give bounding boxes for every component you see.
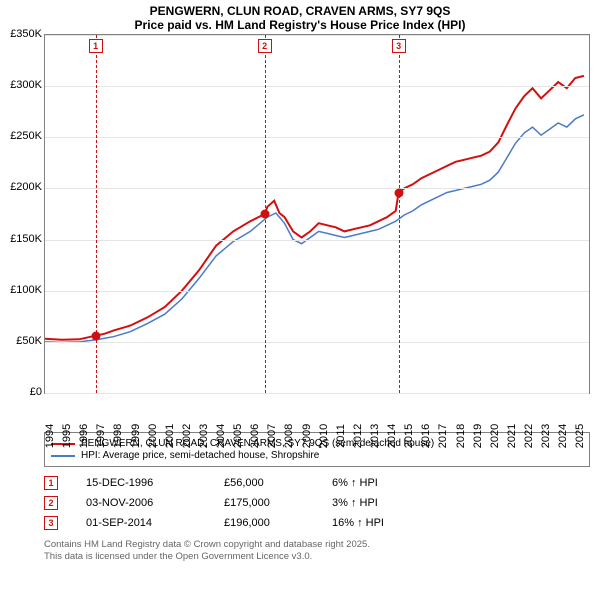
xtick-label: 2014 <box>386 424 398 448</box>
sale-marker-box: 1 <box>89 39 103 53</box>
legend-label-2: HPI: Average price, semi-detached house,… <box>81 450 319 461</box>
ytick-label: £250K <box>2 130 42 142</box>
chart-title: PENGWERN, CLUN ROAD, CRAVEN ARMS, SY7 9Q… <box>0 0 600 34</box>
xtick-label: 2020 <box>489 424 501 448</box>
sales-row: 2 03-NOV-2006 £175,000 3% ↑ HPI <box>44 493 590 513</box>
gridline-h <box>45 137 589 138</box>
xtick-label: 2022 <box>523 424 535 448</box>
xtick-label: 2015 <box>403 424 415 448</box>
sales-row: 3 01-SEP-2014 £196,000 16% ↑ HPI <box>44 513 590 533</box>
sales-date: 15-DEC-1996 <box>86 477 196 489</box>
xtick-label: 2008 <box>283 424 295 448</box>
sale-marker-box: 3 <box>392 39 406 53</box>
xtick-label: 1998 <box>112 424 124 448</box>
sales-delta: 3% ↑ HPI <box>332 497 422 509</box>
ytick-label: £0 <box>2 386 42 398</box>
gridline-h <box>45 291 589 292</box>
xtick-label: 2013 <box>369 424 381 448</box>
xtick-label: 2006 <box>249 424 261 448</box>
sale-marker-box: 2 <box>258 39 272 53</box>
gridline-h <box>45 240 589 241</box>
xtick-label: 2012 <box>352 424 364 448</box>
sales-delta: 16% ↑ HPI <box>332 517 422 529</box>
title-line-1: PENGWERN, CLUN ROAD, CRAVEN ARMS, SY7 9Q… <box>0 4 600 18</box>
xtick-label: 2000 <box>147 424 159 448</box>
xtick-label: 1999 <box>130 424 142 448</box>
sale-vline <box>399 35 400 393</box>
sales-date: 03-NOV-2006 <box>86 497 196 509</box>
xtick-label: 2023 <box>540 424 552 448</box>
sale-dot <box>260 210 269 219</box>
xtick-label: 2016 <box>420 424 432 448</box>
xtick-label: 2005 <box>232 424 244 448</box>
xtick-label: 2001 <box>164 424 176 448</box>
gridline-h <box>45 342 589 343</box>
gridline-h <box>45 188 589 189</box>
legend-swatch-2 <box>51 455 75 457</box>
gridline-h <box>45 35 589 36</box>
chart-plot-area: 1 2 3 <box>44 34 590 394</box>
sale-dot <box>394 188 403 197</box>
xtick-label: 2019 <box>472 424 484 448</box>
sales-date: 01-SEP-2014 <box>86 517 196 529</box>
ytick-label: £300K <box>2 79 42 91</box>
legend-item-hpi: HPI: Average price, semi-detached house,… <box>51 450 583 461</box>
sales-price: £196,000 <box>224 517 304 529</box>
footer-line-1: Contains HM Land Registry data © Crown c… <box>44 539 590 551</box>
xtick-label: 2025 <box>574 424 586 448</box>
ytick-label: £200K <box>2 181 42 193</box>
sale-dot <box>91 331 100 340</box>
xtick-label: 2003 <box>198 424 210 448</box>
ytick-label: £100K <box>2 284 42 296</box>
ytick-label: £50K <box>2 335 42 347</box>
xtick-label: 1995 <box>61 424 73 448</box>
sales-row: 1 15-DEC-1996 £56,000 6% ↑ HPI <box>44 473 590 493</box>
sales-marker: 1 <box>44 476 58 490</box>
xtick-label: 2002 <box>181 424 193 448</box>
xtick-label: 1996 <box>78 424 90 448</box>
xtick-label: 2024 <box>557 424 569 448</box>
xtick-label: 2011 <box>335 424 347 448</box>
footer-attribution: Contains HM Land Registry data © Crown c… <box>44 539 590 563</box>
xtick-label: 1994 <box>44 424 56 448</box>
xtick-label: 2021 <box>506 424 518 448</box>
xtick-label: 2018 <box>455 424 467 448</box>
xtick-label: 1997 <box>95 424 107 448</box>
gridline-h <box>45 86 589 87</box>
xtick-label: 2010 <box>318 424 330 448</box>
sales-marker: 3 <box>44 516 58 530</box>
xtick-label: 2009 <box>301 424 313 448</box>
sales-marker: 2 <box>44 496 58 510</box>
xtick-label: 2004 <box>215 424 227 448</box>
gridline-h <box>45 393 589 394</box>
sales-price: £56,000 <box>224 477 304 489</box>
sales-delta: 6% ↑ HPI <box>332 477 422 489</box>
ytick-label: £150K <box>2 233 42 245</box>
series-price_paid <box>45 76 584 340</box>
ytick-label: £350K <box>2 28 42 40</box>
xtick-label: 2017 <box>437 424 449 448</box>
sales-price: £175,000 <box>224 497 304 509</box>
chart-svg <box>45 35 589 393</box>
xtick-label: 2007 <box>266 424 278 448</box>
sales-table: 1 15-DEC-1996 £56,000 6% ↑ HPI 2 03-NOV-… <box>44 473 590 533</box>
footer-line-2: This data is licensed under the Open Gov… <box>44 551 590 563</box>
title-line-2: Price paid vs. HM Land Registry's House … <box>0 18 600 32</box>
